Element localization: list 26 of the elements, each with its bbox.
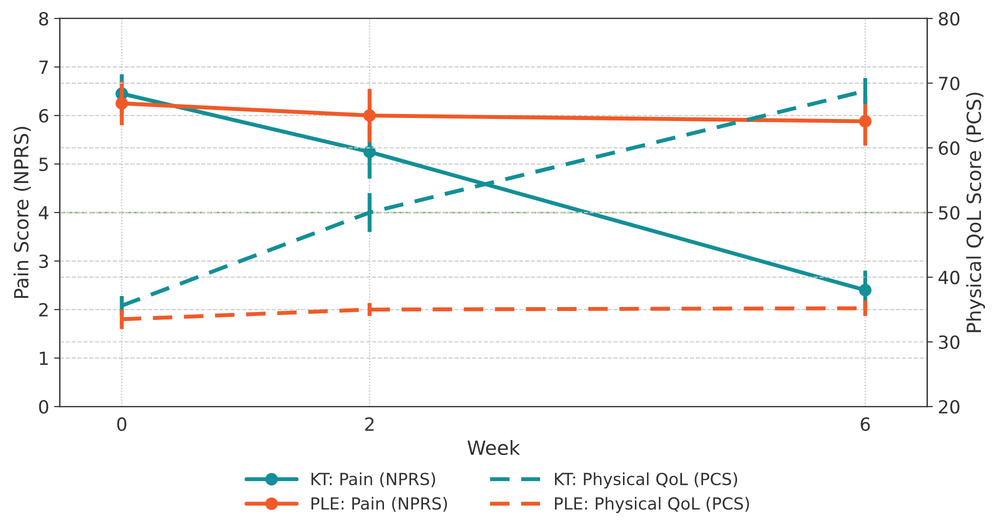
y-tick-label: 2 [39, 303, 48, 316]
x-tick-label: 6 [860, 417, 870, 431]
legend-label: KT: Pain (NPRS) [312, 472, 436, 488]
y-tick-label: 4 [38, 206, 48, 220]
legend-label: KT: Physical QoL (PCS) [555, 472, 738, 489]
y2-tick-label: 20 [938, 400, 960, 414]
y-axis-title: Pain Score (NPRS) [14, 126, 31, 298]
y2-tick-label: 60 [938, 141, 960, 155]
y2-axis-title: Physical QoL Score (PCS) [966, 92, 985, 332]
y-tick-label: 1 [40, 352, 48, 365]
y-tick-label: 6 [39, 108, 48, 123]
x-tick-label: 0 [117, 417, 126, 431]
y-tick-label: 5 [39, 158, 48, 172]
x-tick-label: 2 [365, 417, 374, 431]
y2-tick-label: 80 [938, 12, 960, 26]
legend-label: PLE: Pain (NPRS) [312, 496, 447, 512]
y2-tick-label: 30 [939, 335, 960, 349]
y2-tick-label: 70 [939, 76, 960, 90]
x-axis-title: Week [468, 440, 520, 456]
y2-tick-label: 40 [938, 270, 960, 284]
y-tick-label: 0 [39, 400, 48, 414]
y-tick-label: 8 [39, 12, 48, 26]
y2-tick-label: 50 [939, 206, 960, 220]
y-tick-label: 3 [39, 254, 48, 268]
y-tick-label: 7 [39, 60, 48, 74]
legend-label: PLE: Physical QoL (PCS) [555, 496, 749, 513]
